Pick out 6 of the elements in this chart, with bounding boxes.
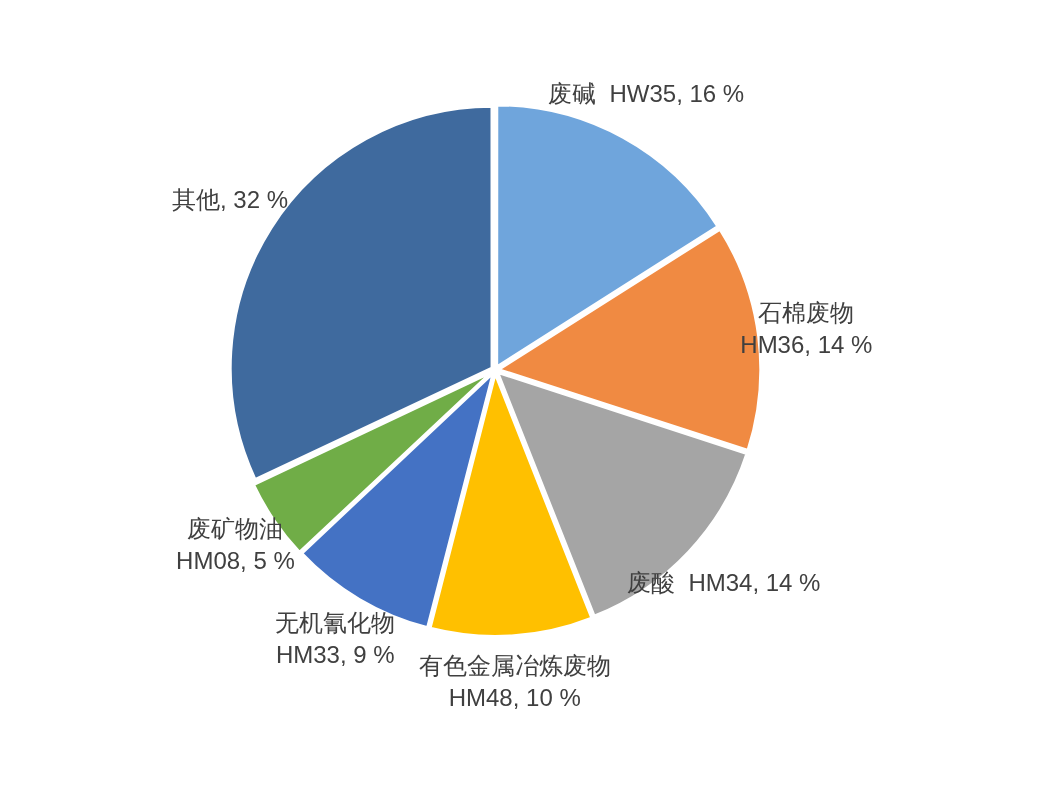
slice-label: 废碱 HW35, 16 % (548, 79, 745, 107)
slice-label: 有色金属冶炼废物 HM48, 10 % (418, 651, 611, 711)
slice-label: 无机氰化物 HM33, 9 % (275, 608, 396, 668)
slice-label: 废矿物油 HM08, 5 % (176, 515, 295, 575)
slice-label: 废酸 HM34, 14 % (627, 569, 821, 597)
slice-label: 其他, 32 % (172, 186, 289, 214)
